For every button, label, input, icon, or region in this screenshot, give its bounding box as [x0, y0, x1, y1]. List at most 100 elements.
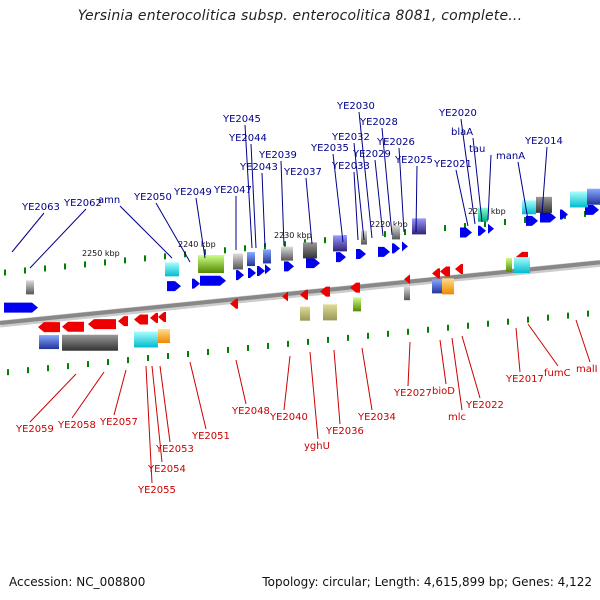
bottom-gene-label: YE2022: [465, 400, 504, 411]
top-gene-label: YE2043: [239, 162, 278, 173]
bottom-gene-label: YE2036: [325, 426, 364, 437]
top-leader-line: [487, 154, 492, 221]
bottom-gene-label: malI: [576, 364, 598, 375]
top-gene-label: YE2047: [213, 185, 252, 196]
feature-box-bottom: [514, 257, 530, 274]
top-gene-label: manA: [496, 151, 525, 162]
feature-box-bottom: [506, 257, 512, 272]
forward-gene-arrow: [336, 252, 346, 263]
bottom-gene-label: fumC: [544, 368, 571, 379]
genome-summary-text: Topology: circular; Length: 4,615,899 bp…: [262, 575, 592, 589]
top-leader-line: [517, 161, 529, 221]
forward-gene-arrow: [257, 266, 265, 277]
bottom-gene-label: YE2017: [505, 374, 544, 385]
forward-gene-arrow: [4, 302, 38, 313]
reverse-gene-arrow: [432, 268, 440, 279]
reverse-gene-arrow: [134, 314, 148, 325]
bottom-leader-line: [407, 341, 411, 387]
top-leader-line: [305, 177, 313, 245]
map-title: Yersinia enterocolitica subsp. enterocol…: [77, 8, 523, 24]
bottom-gene-label: YE2027: [393, 388, 432, 399]
feature-box-top: [522, 200, 536, 215]
feature-box-top: [536, 196, 552, 213]
scale-label: 2240 kbp: [178, 240, 216, 249]
forward-gene-arrow: [392, 243, 400, 254]
forward-gene-arrow: [306, 258, 320, 269]
reverse-gene-arrow: [38, 322, 60, 333]
top-gene-label: YE2028: [359, 117, 398, 128]
top-leader-line: [358, 111, 373, 239]
top-leader-line: [119, 205, 173, 259]
top-gene-label: amn: [98, 195, 120, 206]
bottom-leader-line: [451, 337, 463, 411]
bottom-leader-line: [439, 339, 447, 385]
top-gene-label: YE2020: [438, 108, 477, 119]
bottom-gene-label: YE2054: [147, 464, 186, 475]
bottom-gene-label: YE2058: [57, 420, 96, 431]
forward-gene-arrow: [526, 215, 538, 226]
top-gene-label: YE2021: [433, 159, 472, 170]
bottom-leader-line: [113, 369, 127, 416]
scale-label: 2250 kbp: [82, 249, 120, 258]
bottom-leader-line: [235, 359, 247, 405]
backbone-line: [0, 260, 600, 325]
top-leader-line: [332, 153, 344, 243]
top-leader-line: [381, 127, 393, 236]
top-leader-line: [155, 202, 191, 263]
bottom-leader-line: [575, 319, 591, 363]
bottom-gene-label: mlc: [448, 412, 466, 423]
top-gene-label: YE2014: [524, 136, 563, 147]
bottom-leader-line: [283, 355, 291, 411]
bottom-gene-label: YE2040: [269, 412, 308, 423]
top-leader-line: [353, 171, 359, 241]
bottom-gene-label: YE2051: [191, 431, 230, 442]
feature-box-bottom: [442, 278, 454, 295]
top-gene-label: YE2030: [336, 101, 375, 112]
forward-gene-arrow: [560, 209, 568, 220]
feature-box-bottom: [323, 304, 337, 321]
bottom-leader-line: [29, 373, 77, 423]
feature-box-bottom: [39, 335, 59, 350]
top-gene-label: blaA: [451, 127, 473, 138]
feature-box-top: [303, 242, 317, 259]
feature-box-bottom: [158, 329, 170, 344]
feature-box-top: [281, 246, 293, 261]
top-gene-label: YE2044: [228, 133, 267, 144]
top-gene-label: tau: [469, 144, 485, 155]
reverse-gene-arrow: [230, 298, 238, 309]
forward-gene-arrow: [236, 270, 244, 281]
feature-box-top: [26, 280, 34, 295]
forward-gene-arrow: [192, 278, 200, 289]
forward-gene-arrow: [248, 267, 256, 278]
reverse-gene-arrow: [150, 312, 158, 323]
forward-gene-arrow: [478, 225, 486, 236]
scale-label: 2230 kbp: [274, 231, 312, 240]
bottom-gene-label: YE2055: [137, 485, 176, 496]
top-leader-line: [472, 137, 483, 223]
bottom-gene-label: bioD: [432, 386, 455, 397]
bottom-leader-line: [309, 351, 319, 440]
feature-box-bottom: [300, 306, 310, 321]
reverse-gene-arrow: [455, 264, 463, 275]
feature-box-bottom: [432, 279, 442, 294]
reverse-gene-arrow: [350, 282, 360, 293]
forward-gene-arrow: [488, 223, 494, 234]
top-gene-label: YE2025: [394, 155, 433, 166]
top-gene-label: YE2032: [331, 132, 370, 143]
top-gene-label: YE2045: [222, 114, 261, 125]
bottom-leader-line: [527, 323, 559, 367]
bottom-leader-line: [145, 365, 153, 484]
top-leader-line: [374, 159, 384, 237]
top-gene-label: YE2029: [352, 149, 391, 160]
bottom-leader-line: [151, 365, 163, 463]
bottom-leader-line: [515, 327, 521, 373]
bottom-leader-line: [461, 335, 481, 399]
top-leader-line: [195, 197, 206, 259]
forward-gene-arrow: [265, 264, 271, 275]
forward-gene-arrow: [585, 204, 599, 215]
bottom-leader-line: [361, 347, 373, 411]
top-gene-label: YE2050: [133, 192, 172, 203]
reverse-gene-arrow: [300, 289, 308, 300]
top-gene-label: YE2035: [310, 143, 349, 154]
